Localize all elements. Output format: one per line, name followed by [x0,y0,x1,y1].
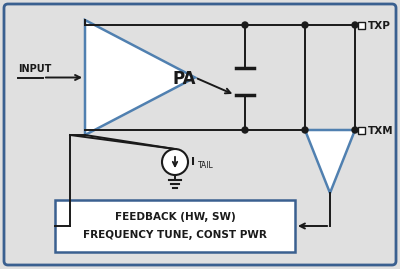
Text: TXP: TXP [368,21,391,31]
Text: FEEDBACK (HW, SW): FEEDBACK (HW, SW) [115,212,235,222]
FancyBboxPatch shape [4,4,396,265]
Circle shape [162,149,188,175]
Text: TAIL: TAIL [198,161,214,171]
Circle shape [242,22,248,28]
Text: I: I [191,157,195,167]
Circle shape [242,127,248,133]
Text: INPUT: INPUT [18,63,51,73]
FancyBboxPatch shape [55,200,295,252]
Circle shape [302,22,308,28]
Text: TXM: TXM [368,126,394,136]
Polygon shape [85,20,195,135]
Bar [358,126,365,133]
Text: FREQUENCY TUNE, CONST PWR: FREQUENCY TUNE, CONST PWR [83,230,267,240]
Circle shape [352,22,358,28]
Circle shape [302,127,308,133]
Bar [358,22,365,29]
Text: PA: PA [173,70,196,89]
Polygon shape [305,130,355,193]
Circle shape [352,127,358,133]
